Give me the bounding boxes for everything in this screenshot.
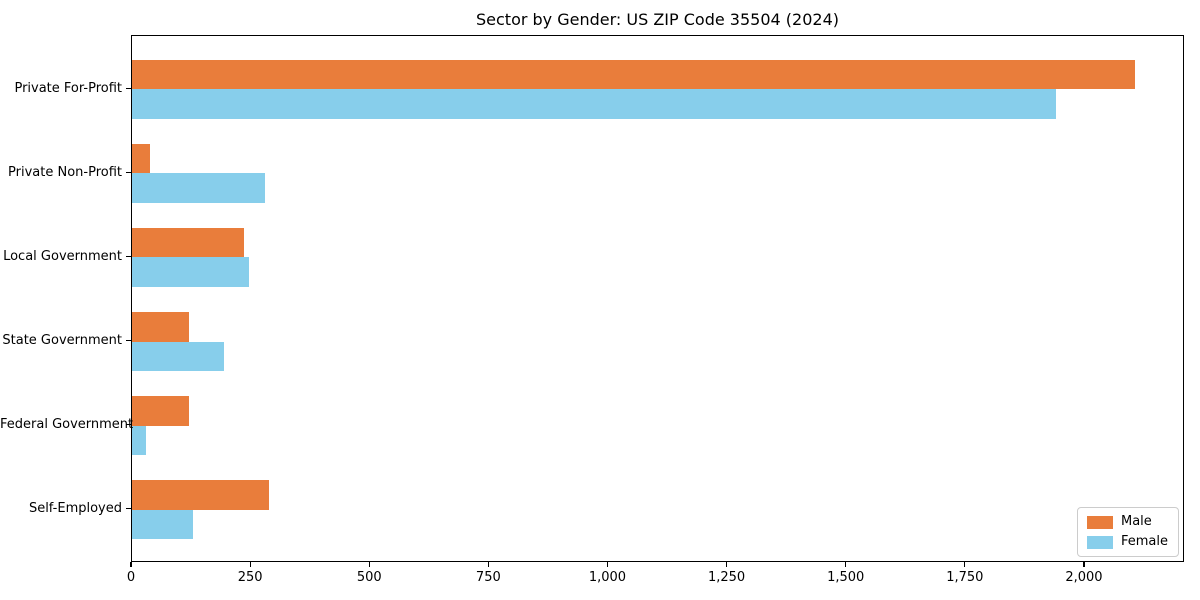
- bar-female-self-employed: [132, 509, 193, 540]
- x-tick-mark: [964, 562, 966, 567]
- y-tick-mark: [126, 423, 131, 426]
- x-tick-mark: [845, 562, 847, 567]
- y-tick-label-federal-government: Federal Government: [0, 417, 134, 433]
- bar-female-state-government: [132, 341, 224, 371]
- bar-male-federal-government: [132, 396, 190, 426]
- x-tick-label-750: 750: [475, 570, 501, 585]
- y-tick-mark: [126, 255, 131, 258]
- x-tick-label-250: 250: [237, 570, 263, 585]
- legend-swatch-female: [1086, 535, 1113, 549]
- x-tick-label-1250: 1,250: [707, 570, 746, 585]
- x-tick-label-1000: 1,000: [588, 570, 627, 585]
- bar-male-private-for-profit: [132, 59, 1135, 90]
- y-tick-label-state-government: State Government: [2, 333, 122, 349]
- chart-title: Sector by Gender: US ZIP Code 35504 (202…: [476, 10, 839, 29]
- x-tick-mark: [606, 562, 609, 567]
- x-tick-mark: [1083, 562, 1085, 567]
- legend-label-male: Male: [1120, 514, 1152, 529]
- legend-item-female: Female: [1086, 534, 1168, 549]
- y-tick-label-private-for-profit: Private For-Profit: [14, 80, 122, 96]
- bar-female-private-for-profit: [132, 89, 1057, 119]
- y-tick-mark: [126, 339, 131, 342]
- y-tick-label-private-non-profit: Private Non-Profit: [8, 164, 122, 180]
- x-tick-mark: [487, 562, 489, 567]
- y-tick-label-local-government: Local Government: [3, 248, 122, 264]
- y-tick-mark: [126, 87, 131, 89]
- bar-female-private-non-profit: [132, 173, 266, 203]
- legend-item-male: Male: [1086, 514, 1168, 529]
- x-tick-mark: [249, 562, 251, 567]
- bar-female-local-government: [132, 257, 250, 287]
- x-tick-mark: [130, 562, 132, 567]
- x-tick-label-0: 0: [126, 570, 136, 585]
- y-tick-mark: [126, 508, 131, 510]
- x-tick-mark: [725, 562, 728, 567]
- plot-area: [131, 35, 1184, 562]
- x-tick-label-1750: 1,750: [946, 570, 984, 585]
- bar-female-federal-government: [132, 425, 146, 455]
- x-tick-label-500: 500: [356, 570, 382, 585]
- bar-male-private-non-profit: [132, 144, 151, 174]
- y-tick-label-self-employed: Self-Employed: [28, 501, 122, 517]
- bar-male-self-employed: [132, 480, 269, 510]
- y-tick-mark: [126, 171, 131, 173]
- x-tick-mark: [368, 562, 370, 567]
- x-tick-label-2000: 2,000: [1065, 570, 1103, 585]
- legend-label-female: Female: [1120, 534, 1168, 549]
- bar-male-state-government: [132, 312, 189, 342]
- legend-swatch-male: [1086, 515, 1113, 529]
- x-tick-label-1500: 1,500: [827, 570, 865, 585]
- bar-male-local-government: [132, 228, 244, 258]
- legend: Male Female: [1076, 507, 1179, 557]
